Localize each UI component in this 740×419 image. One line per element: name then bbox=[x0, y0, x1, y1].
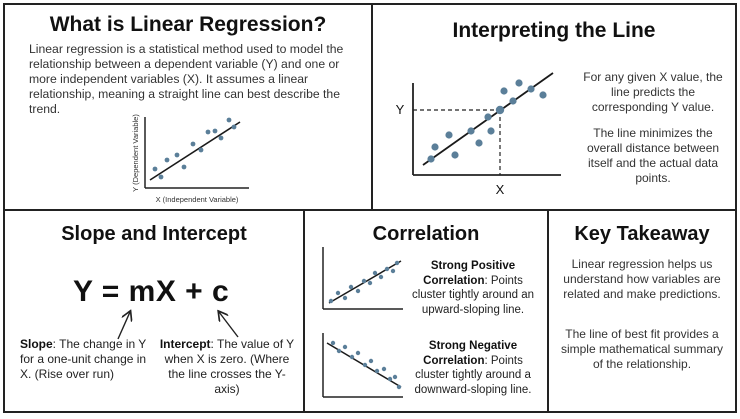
data-point bbox=[451, 151, 459, 159]
data-point bbox=[174, 152, 180, 158]
data-point bbox=[158, 174, 164, 180]
panel-title: Correlation bbox=[372, 223, 480, 245]
data-point bbox=[205, 129, 211, 135]
data-point bbox=[394, 260, 400, 266]
panel-key-takeaway: Key Takeaway Linear regression helps us … bbox=[549, 211, 735, 411]
data-point bbox=[527, 85, 535, 93]
data-point bbox=[212, 128, 218, 134]
negative-term: Strong Negative Correlation bbox=[423, 340, 518, 367]
panel-title: What is Linear Regression? bbox=[49, 13, 327, 36]
intercept-description: : The value of Y when X is zero. (Where … bbox=[164, 337, 295, 396]
positive-term: Strong Positive Correlation bbox=[423, 260, 516, 287]
panel-what-is-linear-regression: What is Linear Regression? Linear regres… bbox=[5, 5, 371, 209]
data-point bbox=[198, 147, 204, 153]
minimization-text: The line minimizes the overall distance … bbox=[586, 126, 720, 185]
data-point bbox=[539, 91, 547, 99]
positive-description: : Points cluster tightly around an upwar… bbox=[411, 274, 535, 316]
positive-data-points bbox=[328, 260, 400, 304]
y-value-label: Y bbox=[396, 102, 405, 117]
divider-top-vertical bbox=[371, 5, 373, 209]
slope-term: Slope bbox=[20, 337, 53, 351]
intercept-arrow bbox=[219, 312, 239, 338]
data-points bbox=[152, 117, 237, 180]
data-point bbox=[378, 274, 384, 280]
negative-correlation-note: Strong Negative Correlation: Points clus… bbox=[405, 339, 541, 397]
data-point bbox=[381, 366, 387, 372]
data-point bbox=[361, 278, 367, 284]
data-point bbox=[374, 368, 380, 374]
data-point bbox=[328, 298, 334, 304]
data-point bbox=[218, 135, 224, 141]
data-point bbox=[355, 288, 361, 294]
data-point bbox=[372, 270, 378, 276]
divider-horizontal bbox=[5, 209, 735, 211]
slope-description: : The change in Y for a one-unit change … bbox=[20, 337, 147, 381]
takeaway-text-1: Linear regression helps us understand ho… bbox=[563, 257, 721, 301]
data-point bbox=[515, 79, 523, 87]
takeaway-text-2: The line of best fit provides a simple m… bbox=[560, 327, 724, 371]
divider-bottom-right bbox=[547, 209, 549, 411]
data-point bbox=[164, 157, 170, 163]
prediction-text: For any given X value, the line predicts… bbox=[583, 70, 723, 114]
data-point bbox=[336, 348, 342, 354]
data-point bbox=[348, 284, 354, 290]
data-point bbox=[349, 354, 355, 360]
scatter-plot: Y (Dependent Variable) X (Independent Va… bbox=[131, 114, 249, 204]
negative-description: : Points cluster tightly around a downwa… bbox=[414, 354, 532, 396]
data-point bbox=[190, 141, 196, 147]
panel-correlation: Correlation Strong Positive Correlation:… bbox=[305, 211, 547, 411]
y-axis-label: Y (Dependent Variable) bbox=[131, 114, 140, 192]
slope-note: Slope: The change in Y for a one-unit ch… bbox=[20, 337, 150, 382]
data-point bbox=[487, 127, 495, 135]
equation-arrows bbox=[117, 211, 239, 340]
data-point bbox=[500, 87, 508, 95]
negative-data-points bbox=[330, 340, 402, 390]
data-point bbox=[231, 124, 237, 130]
panel-title: Slope and Intercept bbox=[61, 223, 247, 245]
predicted-point bbox=[495, 105, 505, 115]
positive-correlation-note: Strong Positive Correlation: Points clus… bbox=[405, 259, 541, 317]
intercept-term: Intercept bbox=[159, 337, 211, 351]
correlation-plots bbox=[322, 247, 403, 398]
panel-slope-and-intercept: Slope and Intercept Y = mX + c Slope: Th… bbox=[5, 211, 303, 411]
data-point bbox=[367, 280, 373, 286]
data-point bbox=[362, 362, 368, 368]
data-point bbox=[484, 113, 492, 121]
data-point bbox=[181, 164, 187, 170]
infographic-frame: What is Linear Regression? Linear regres… bbox=[3, 3, 737, 413]
data-point bbox=[445, 131, 453, 139]
data-point bbox=[475, 139, 483, 147]
data-point bbox=[335, 290, 341, 296]
data-point bbox=[342, 344, 348, 350]
prediction-plot: Y X bbox=[396, 72, 561, 197]
data-point bbox=[431, 143, 439, 151]
intercept-note: Intercept: The value of Y when X is zero… bbox=[157, 337, 297, 397]
divider-bottom-left bbox=[303, 209, 305, 411]
data-point bbox=[392, 374, 398, 380]
description-text: Linear regression is a statistical metho… bbox=[29, 42, 344, 116]
panel-interpreting-the-line: Interpreting the Line Y X For any given … bbox=[373, 5, 735, 209]
panel-title: Interpreting the Line bbox=[452, 19, 656, 42]
data-point bbox=[368, 358, 374, 364]
data-points bbox=[427, 79, 547, 163]
x-value-label: X bbox=[496, 182, 505, 197]
data-point bbox=[390, 268, 396, 274]
panel-title: Key Takeaway bbox=[574, 223, 710, 245]
data-point bbox=[152, 166, 158, 172]
data-point bbox=[330, 340, 336, 346]
data-point bbox=[427, 155, 435, 163]
regression-equation: Y = mX + c bbox=[73, 275, 230, 308]
data-point bbox=[509, 97, 517, 105]
data-point bbox=[467, 127, 475, 135]
data-point bbox=[384, 266, 390, 272]
regression-line bbox=[149, 121, 241, 181]
data-point bbox=[355, 350, 361, 356]
x-axis-label: X (Independent Variable) bbox=[156, 195, 239, 204]
data-point bbox=[226, 117, 232, 123]
data-point bbox=[342, 295, 348, 301]
data-point bbox=[396, 384, 402, 390]
slope-arrow bbox=[117, 312, 130, 340]
data-point bbox=[387, 376, 393, 382]
